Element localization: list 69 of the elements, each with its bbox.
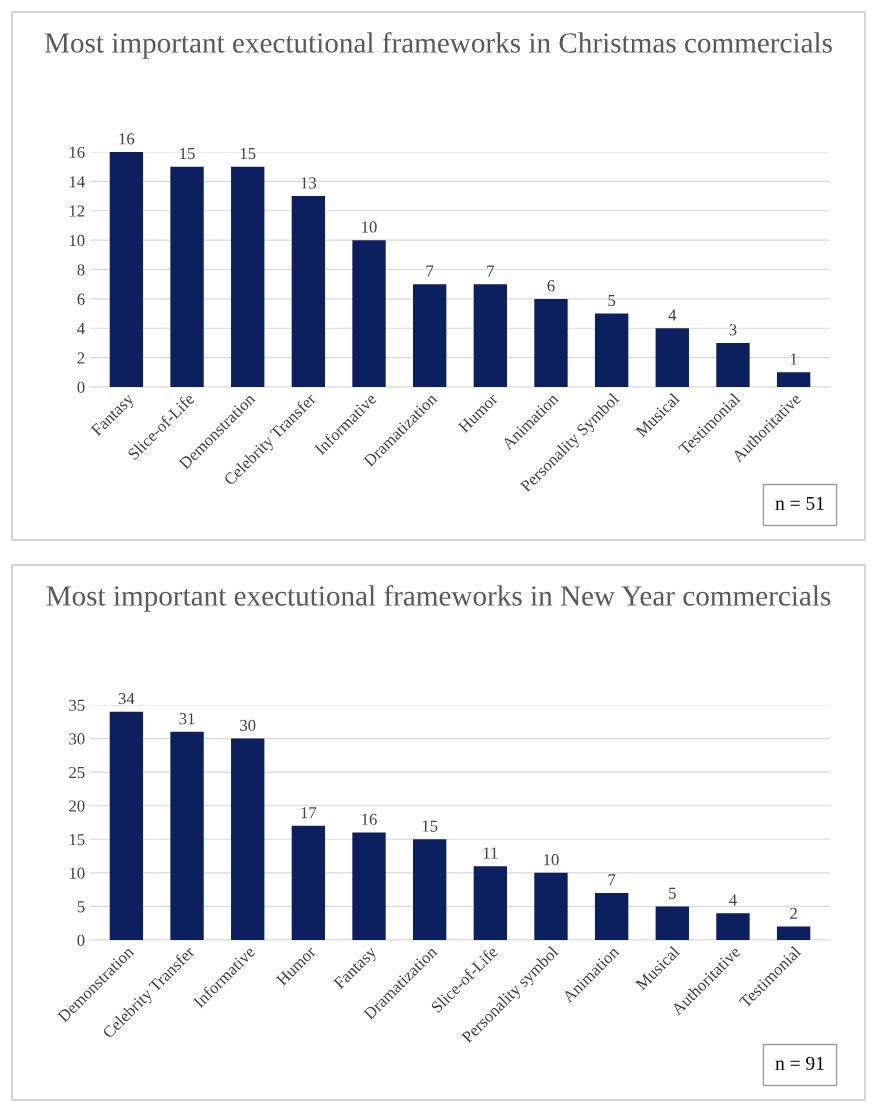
data-label: 10 [362,221,377,233]
y-tick-label: 2 [77,352,85,364]
y-tick-label: 6 [77,293,85,305]
data-label: 1 [790,353,797,365]
bar [231,166,265,387]
bar [594,313,629,387]
y-tick-label: 14 [69,176,85,188]
data-label: 6 [547,280,555,292]
data-label: 7 [608,874,616,886]
bar [231,738,265,940]
bar [594,893,629,940]
bar [534,872,568,940]
chart-title: Most important exectutional frameworks in Christmas commercials [44,32,832,59]
bar [291,825,326,940]
data-label: 31 [179,713,195,725]
bar [776,372,811,387]
bar [776,926,811,940]
y-tick-label: 20 [69,800,85,812]
y-tick-label: 15 [69,834,85,846]
bar [412,839,447,940]
data-label: 15 [422,820,438,832]
text: n = 51 [775,496,824,510]
data-label: 2 [790,907,797,919]
bar [109,711,144,940]
bar [655,328,689,387]
data-label: 5 [669,887,676,899]
data-label: 16 [362,813,377,826]
bar [412,284,447,387]
y-tick-label: 35 [69,699,85,711]
bar [352,240,386,387]
data-label: 13 [301,177,317,189]
y-tick-label: 0 [77,381,85,393]
data-label: 17 [301,807,317,819]
data-label: 4 [729,894,737,906]
data-label: 15 [240,147,256,160]
data-label: 34 [118,692,135,705]
bar [473,284,508,387]
bar [170,166,204,387]
data-label: 11 [483,847,498,859]
data-label: 7 [426,265,434,277]
text: n = 91 [775,1056,824,1070]
y-tick-label: 16 [69,146,85,158]
data-label: 30 [240,719,256,732]
data-label: 15 [180,147,195,160]
data-label: 3 [729,324,737,336]
bar [352,832,386,940]
y-tick-label: 25 [69,766,85,779]
y-tick-label: 0 [77,934,85,946]
y-tick-label: 8 [77,264,85,276]
bar [170,731,204,940]
bar [716,913,750,940]
bar [716,342,750,387]
bar [109,152,144,387]
data-label: 5 [608,294,616,307]
bar [655,906,689,940]
data-label: 4 [668,309,677,321]
data-label: 7 [487,265,495,277]
y-tick-label: 5 [77,901,85,913]
y-tick-label: 10 [69,234,85,247]
y-tick-label: 4 [77,323,85,335]
y-tick-label: 10 [69,867,85,879]
y-tick-label: 12 [69,205,85,217]
data-label: 16 [119,133,135,145]
bar [291,196,326,387]
bar [534,298,568,387]
chart-title: Most important exectutional frameworks in New Year commercials [46,585,831,612]
y-tick-label: 30 [69,733,85,745]
data-label: 10 [544,854,559,866]
bar [473,866,508,940]
